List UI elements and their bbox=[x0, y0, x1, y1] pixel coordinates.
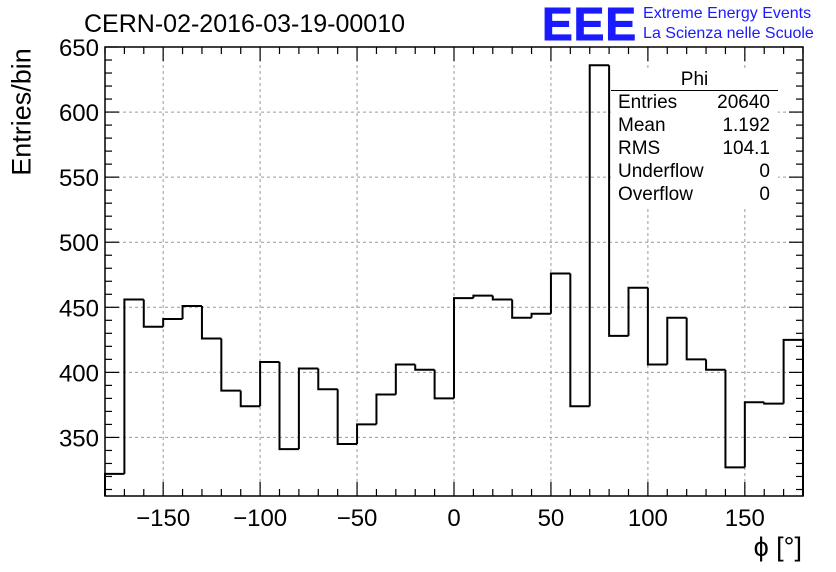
histogram-bin bbox=[317, 368, 338, 391]
histogram-bin bbox=[724, 369, 745, 469]
x-tick-label: 150 bbox=[725, 505, 765, 532]
histogram-bin bbox=[763, 402, 784, 405]
stats-row-overflow: Overflow 0 bbox=[611, 183, 778, 206]
histogram-bin bbox=[588, 64, 610, 407]
y-tick-label: 400 bbox=[59, 360, 99, 387]
logo-line-2: La Scienza nelle Scuole bbox=[643, 25, 814, 42]
stats-value: 0 bbox=[759, 184, 770, 205]
stats-value: 20640 bbox=[717, 92, 770, 113]
histogram-bin bbox=[569, 273, 590, 408]
histogram-bin bbox=[394, 363, 416, 395]
stats-value: 1.192 bbox=[722, 115, 770, 136]
histogram-bin bbox=[200, 305, 222, 340]
histogram-bin bbox=[414, 364, 435, 371]
histogram-bins bbox=[104, 64, 804, 496]
histogram-bin bbox=[472, 294, 493, 299]
histogram-bin bbox=[549, 272, 571, 314]
x-axis-label: ϕ [°] bbox=[753, 532, 802, 562]
histogram-bin bbox=[782, 338, 804, 496]
stats-row-mean: Mean 1.192 bbox=[611, 114, 778, 137]
histogram-bin bbox=[297, 367, 319, 450]
histogram-bin bbox=[278, 361, 299, 451]
histogram-bin bbox=[142, 299, 164, 328]
histogram-bin bbox=[743, 401, 765, 468]
histogram-bin bbox=[220, 338, 241, 392]
histogram-bin bbox=[705, 359, 726, 371]
histogram-bin bbox=[181, 304, 202, 320]
histogram-bin bbox=[685, 317, 707, 361]
stats-title: Phi bbox=[611, 70, 778, 91]
histogram-bin bbox=[608, 65, 629, 337]
histogram-bin bbox=[491, 295, 513, 301]
plot-frame bbox=[104, 46, 804, 497]
histogram-bin bbox=[511, 299, 532, 319]
x-tick-label: 50 bbox=[538, 505, 565, 532]
histogram-bin bbox=[123, 298, 144, 474]
eee-logo-mark: EEE bbox=[541, 0, 638, 50]
histogram-bin bbox=[666, 316, 687, 365]
y-axis-label-text: Entries/bin bbox=[6, 48, 37, 176]
stats-value: 0 bbox=[759, 161, 770, 182]
y-tick-label: 550 bbox=[59, 165, 99, 192]
histogram-bin bbox=[433, 369, 454, 400]
stats-label: Overflow bbox=[618, 184, 693, 205]
run-title: CERN-02-2016-03-19-00010 bbox=[84, 10, 406, 38]
stats-label: Mean bbox=[618, 115, 666, 136]
y-tick-label: 650 bbox=[59, 35, 99, 62]
stats-value: 104.1 bbox=[722, 138, 770, 159]
x-tick-label: 100 bbox=[628, 505, 668, 532]
stats-label: Underflow bbox=[618, 161, 704, 182]
stats-row-underflow: Underflow 0 bbox=[611, 160, 778, 183]
stats-row-entries: Entries 20640 bbox=[611, 91, 778, 114]
x-tick-label: −100 bbox=[233, 505, 287, 532]
histogram-bin bbox=[239, 390, 261, 408]
y-tick-label: 450 bbox=[59, 295, 99, 322]
histogram-bin bbox=[453, 297, 474, 399]
y-tick-label: 500 bbox=[59, 230, 99, 257]
y-tick-label: 350 bbox=[59, 425, 99, 452]
histogram-bin bbox=[530, 312, 551, 318]
logo-line-1: Extreme Energy Events bbox=[643, 5, 812, 22]
histogram-bin bbox=[104, 472, 125, 496]
histogram-bin bbox=[627, 286, 648, 336]
histogram-bin bbox=[356, 423, 377, 444]
tick-label-layer: −150 −100 −50 0 50 100 150 350 400 450 500 550 600 65… bbox=[59, 35, 765, 532]
stats-box: Phi Entries 20640 Mean 1.192 RMS 104.1 Unde… bbox=[611, 70, 778, 206]
x-tick-label: −150 bbox=[136, 505, 190, 532]
y-tick-label: 600 bbox=[59, 100, 99, 127]
histogram-bin bbox=[162, 318, 183, 327]
eee-logo: EEE Extreme Energy Events La Scienza nel… bbox=[541, 0, 814, 50]
histogram-bin bbox=[336, 389, 358, 445]
stats-label: RMS bbox=[618, 138, 661, 159]
stats-row-rms: RMS 104.1 bbox=[611, 137, 778, 160]
histogram-bin bbox=[646, 287, 668, 366]
stats-label: Entries bbox=[618, 92, 678, 113]
histogram-bin bbox=[259, 360, 280, 407]
x-tick-label: −50 bbox=[337, 505, 378, 532]
histogram-bin bbox=[375, 393, 396, 425]
x-tick-label: 0 bbox=[447, 505, 460, 532]
eee-logo-text: Extreme Energy Events La Scienza nelle S… bbox=[643, 2, 814, 44]
